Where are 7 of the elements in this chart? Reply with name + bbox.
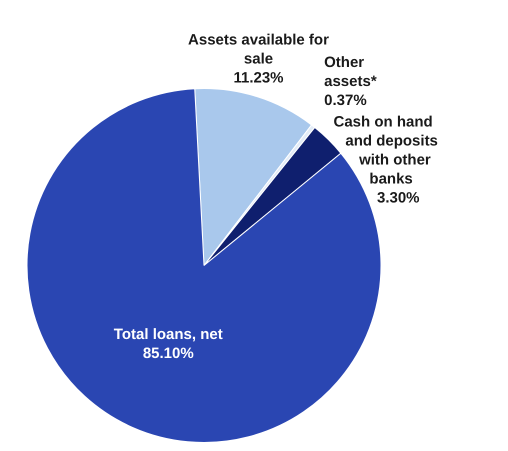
slice-label: Total loans, net bbox=[114, 326, 223, 344]
data-label: 0.37% bbox=[324, 92, 367, 109]
data-label: 85.10% bbox=[142, 345, 194, 362]
slice-label: Other assets* bbox=[324, 54, 377, 90]
slice-label: Cash on hand and deposits with other banks bbox=[334, 113, 438, 188]
data-label: 3.30% bbox=[376, 189, 420, 206]
data-label: 11.23% bbox=[233, 69, 284, 86]
